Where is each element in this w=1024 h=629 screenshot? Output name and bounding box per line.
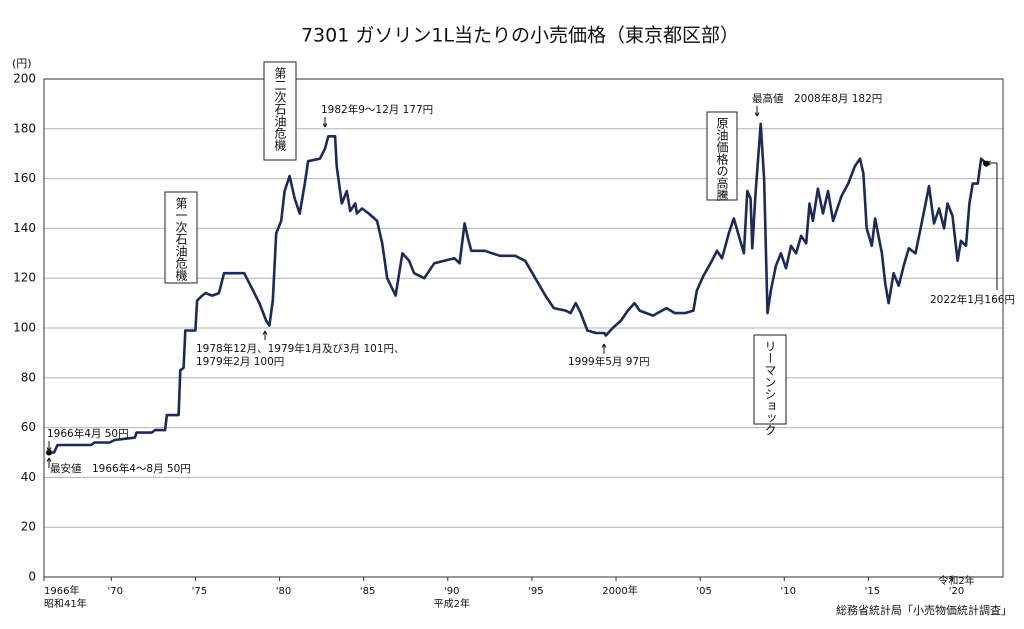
- y-tick-label: 40: [21, 470, 36, 484]
- x-tick-label: '05: [696, 586, 711, 597]
- annotation: 1982年9～12月 177円: [321, 103, 433, 116]
- annotation-box: [753, 334, 787, 425]
- y-tick-label: 100: [13, 321, 36, 335]
- annotation: 1999年5月 97円: [568, 355, 650, 368]
- plot-frame: [43, 78, 1004, 578]
- x-tick-label: '70: [108, 586, 123, 597]
- x-tick-label: '10: [781, 586, 796, 597]
- annotation-box: [706, 111, 738, 201]
- y-tick-label: 60: [21, 420, 36, 434]
- annotation-box: [263, 61, 297, 161]
- y-tick-label: 200: [13, 72, 36, 86]
- arrow-head: [754, 112, 760, 117]
- arrow-head: [322, 123, 328, 128]
- arrow-head: [986, 160, 991, 166]
- y-axis-label: (円): [12, 57, 32, 70]
- x-tick-label: '95: [528, 586, 543, 597]
- x-tick-label: 1966年: [44, 584, 79, 597]
- x-tick-label: 2000年: [602, 584, 637, 597]
- y-tick-label: 20: [21, 520, 36, 534]
- annotation: 第二次石油危機: [273, 67, 287, 151]
- end-point: [46, 449, 53, 456]
- y-tick-label: 120: [13, 271, 36, 285]
- y-tick-label: 80: [21, 370, 36, 384]
- y-tick-label: 160: [13, 171, 36, 185]
- annotation: 1979年2月 100円: [196, 355, 284, 368]
- annotation: 最安値 1966年4～8月 50円: [50, 462, 191, 475]
- x-tick-label: '20: [949, 586, 964, 597]
- annotation: 最高値 2008年8月 182円: [752, 92, 882, 105]
- era-label: 昭和41年: [44, 597, 87, 610]
- y-tick-label: 140: [13, 221, 36, 235]
- annotation-box: [164, 191, 198, 284]
- arrow-head: [46, 447, 52, 452]
- arrow-head: [262, 330, 268, 335]
- arrow-head: [46, 457, 52, 462]
- x-tick-label: '75: [192, 586, 207, 597]
- source: 総務省統計局「小売物価統計調査」: [836, 603, 1012, 617]
- era-label: 平成2年: [434, 597, 470, 610]
- annotation: 1978年12月、1979年1月及び3月 101円、: [196, 342, 405, 355]
- annotation: 1966年4月 50円: [47, 427, 129, 440]
- chart-title: 7301 ガソリン1L当たりの小売価格（東京都区部）: [301, 25, 739, 47]
- annotation: 第一次石油危機: [174, 197, 188, 281]
- annotation: リーマンショック: [763, 340, 777, 436]
- price-line: [49, 122, 988, 454]
- y-tick-label: 0: [28, 570, 36, 584]
- y-tick-label: 180: [13, 121, 36, 135]
- annotation: 2022年1月166円: [930, 293, 1015, 306]
- x-tick-label: '80: [276, 586, 291, 597]
- x-tick-label: '85: [360, 586, 375, 597]
- x-tick-label: '15: [865, 586, 880, 597]
- x-tick-label: '90: [444, 586, 459, 597]
- arrow-head: [601, 343, 607, 348]
- annotation: 原油価格の高騰: [715, 117, 729, 202]
- era-label: 令和2年: [938, 574, 974, 587]
